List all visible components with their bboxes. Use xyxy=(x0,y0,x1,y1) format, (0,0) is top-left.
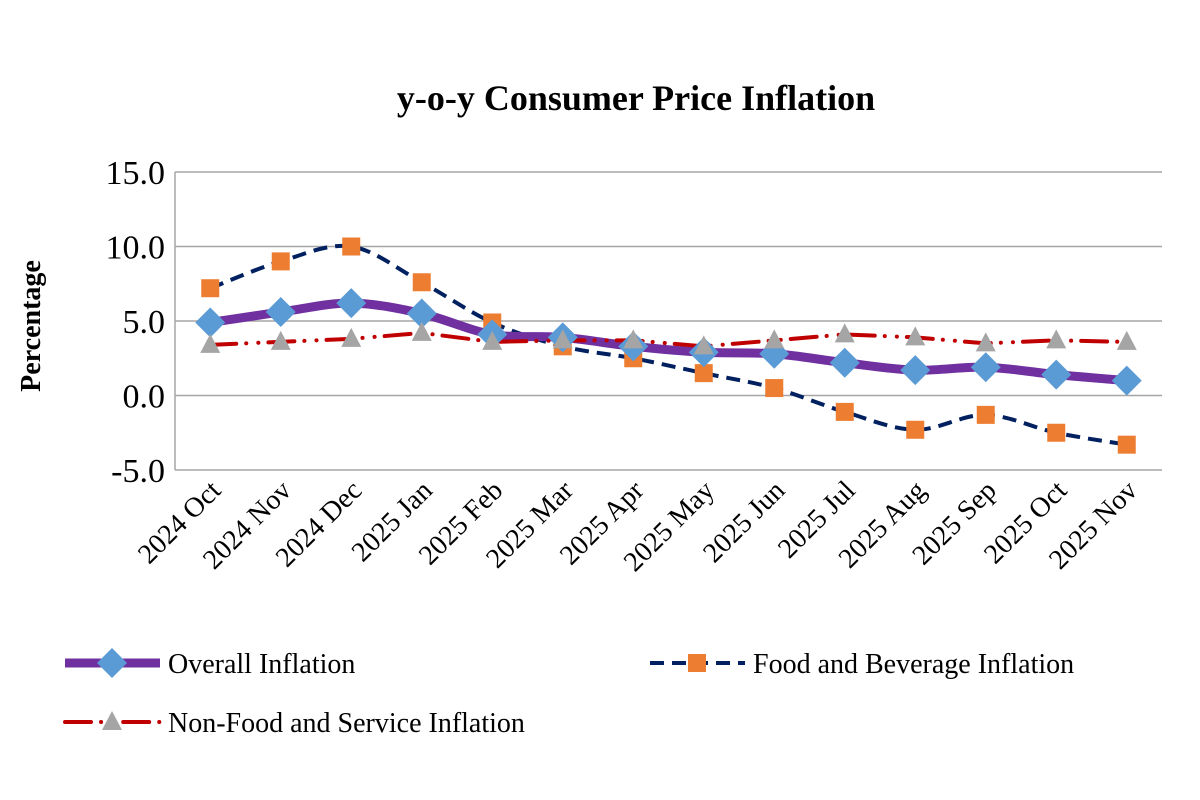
data-point-2 xyxy=(341,327,362,347)
data-point-0 xyxy=(406,298,437,329)
data-point-2 xyxy=(693,335,714,355)
data-point-2 xyxy=(1116,330,1137,350)
y-tick-label: 10.0 xyxy=(106,230,166,267)
legend-marker-1 xyxy=(688,654,706,672)
data-point-0 xyxy=(1111,365,1142,396)
data-point-1 xyxy=(694,364,713,383)
y-tick-label: 15.0 xyxy=(106,155,166,192)
legend-marker-0 xyxy=(97,648,127,678)
data-point-1 xyxy=(271,252,290,271)
legend-label-1: Food and Beverage Inflation xyxy=(753,649,1074,680)
data-point-2 xyxy=(411,321,432,341)
data-point-0 xyxy=(900,355,931,386)
y-tick-label: 5.0 xyxy=(123,304,166,341)
data-point-1 xyxy=(412,273,431,292)
data-point-2 xyxy=(1046,329,1067,349)
data-point-2 xyxy=(552,329,573,349)
legend-marker-2 xyxy=(102,711,122,730)
data-point-2 xyxy=(834,323,855,343)
data-point-0 xyxy=(195,307,226,338)
data-point-2 xyxy=(623,329,644,349)
data-point-2 xyxy=(975,332,996,352)
y-tick-label: 0.0 xyxy=(123,379,166,416)
data-point-1 xyxy=(201,279,220,298)
data-point-1 xyxy=(1047,423,1066,442)
data-point-1 xyxy=(906,420,925,439)
data-point-2 xyxy=(905,326,926,346)
chart-title: y-o-y Consumer Price Inflation xyxy=(397,78,875,118)
data-point-0 xyxy=(970,352,1001,383)
y-axis-label: Percentage xyxy=(16,260,47,392)
data-point-2 xyxy=(270,330,291,350)
legend-label-2: Non-Food and Service Inflation xyxy=(168,708,525,739)
data-point-1 xyxy=(835,402,854,421)
data-point-1 xyxy=(765,379,784,398)
data-point-0 xyxy=(265,297,296,328)
y-tick-label: -5.0 xyxy=(111,453,165,490)
data-point-2 xyxy=(482,330,503,350)
data-point-0 xyxy=(1041,359,1072,390)
data-point-0 xyxy=(336,288,367,319)
data-point-2 xyxy=(200,333,221,353)
data-point-1 xyxy=(976,405,995,424)
data-point-2 xyxy=(764,329,785,349)
data-point-1 xyxy=(342,237,361,256)
data-point-0 xyxy=(829,347,860,378)
series-line-2 xyxy=(208,330,1129,349)
legend-label-0: Overall Inflation xyxy=(168,649,355,680)
data-point-1 xyxy=(1117,435,1136,454)
